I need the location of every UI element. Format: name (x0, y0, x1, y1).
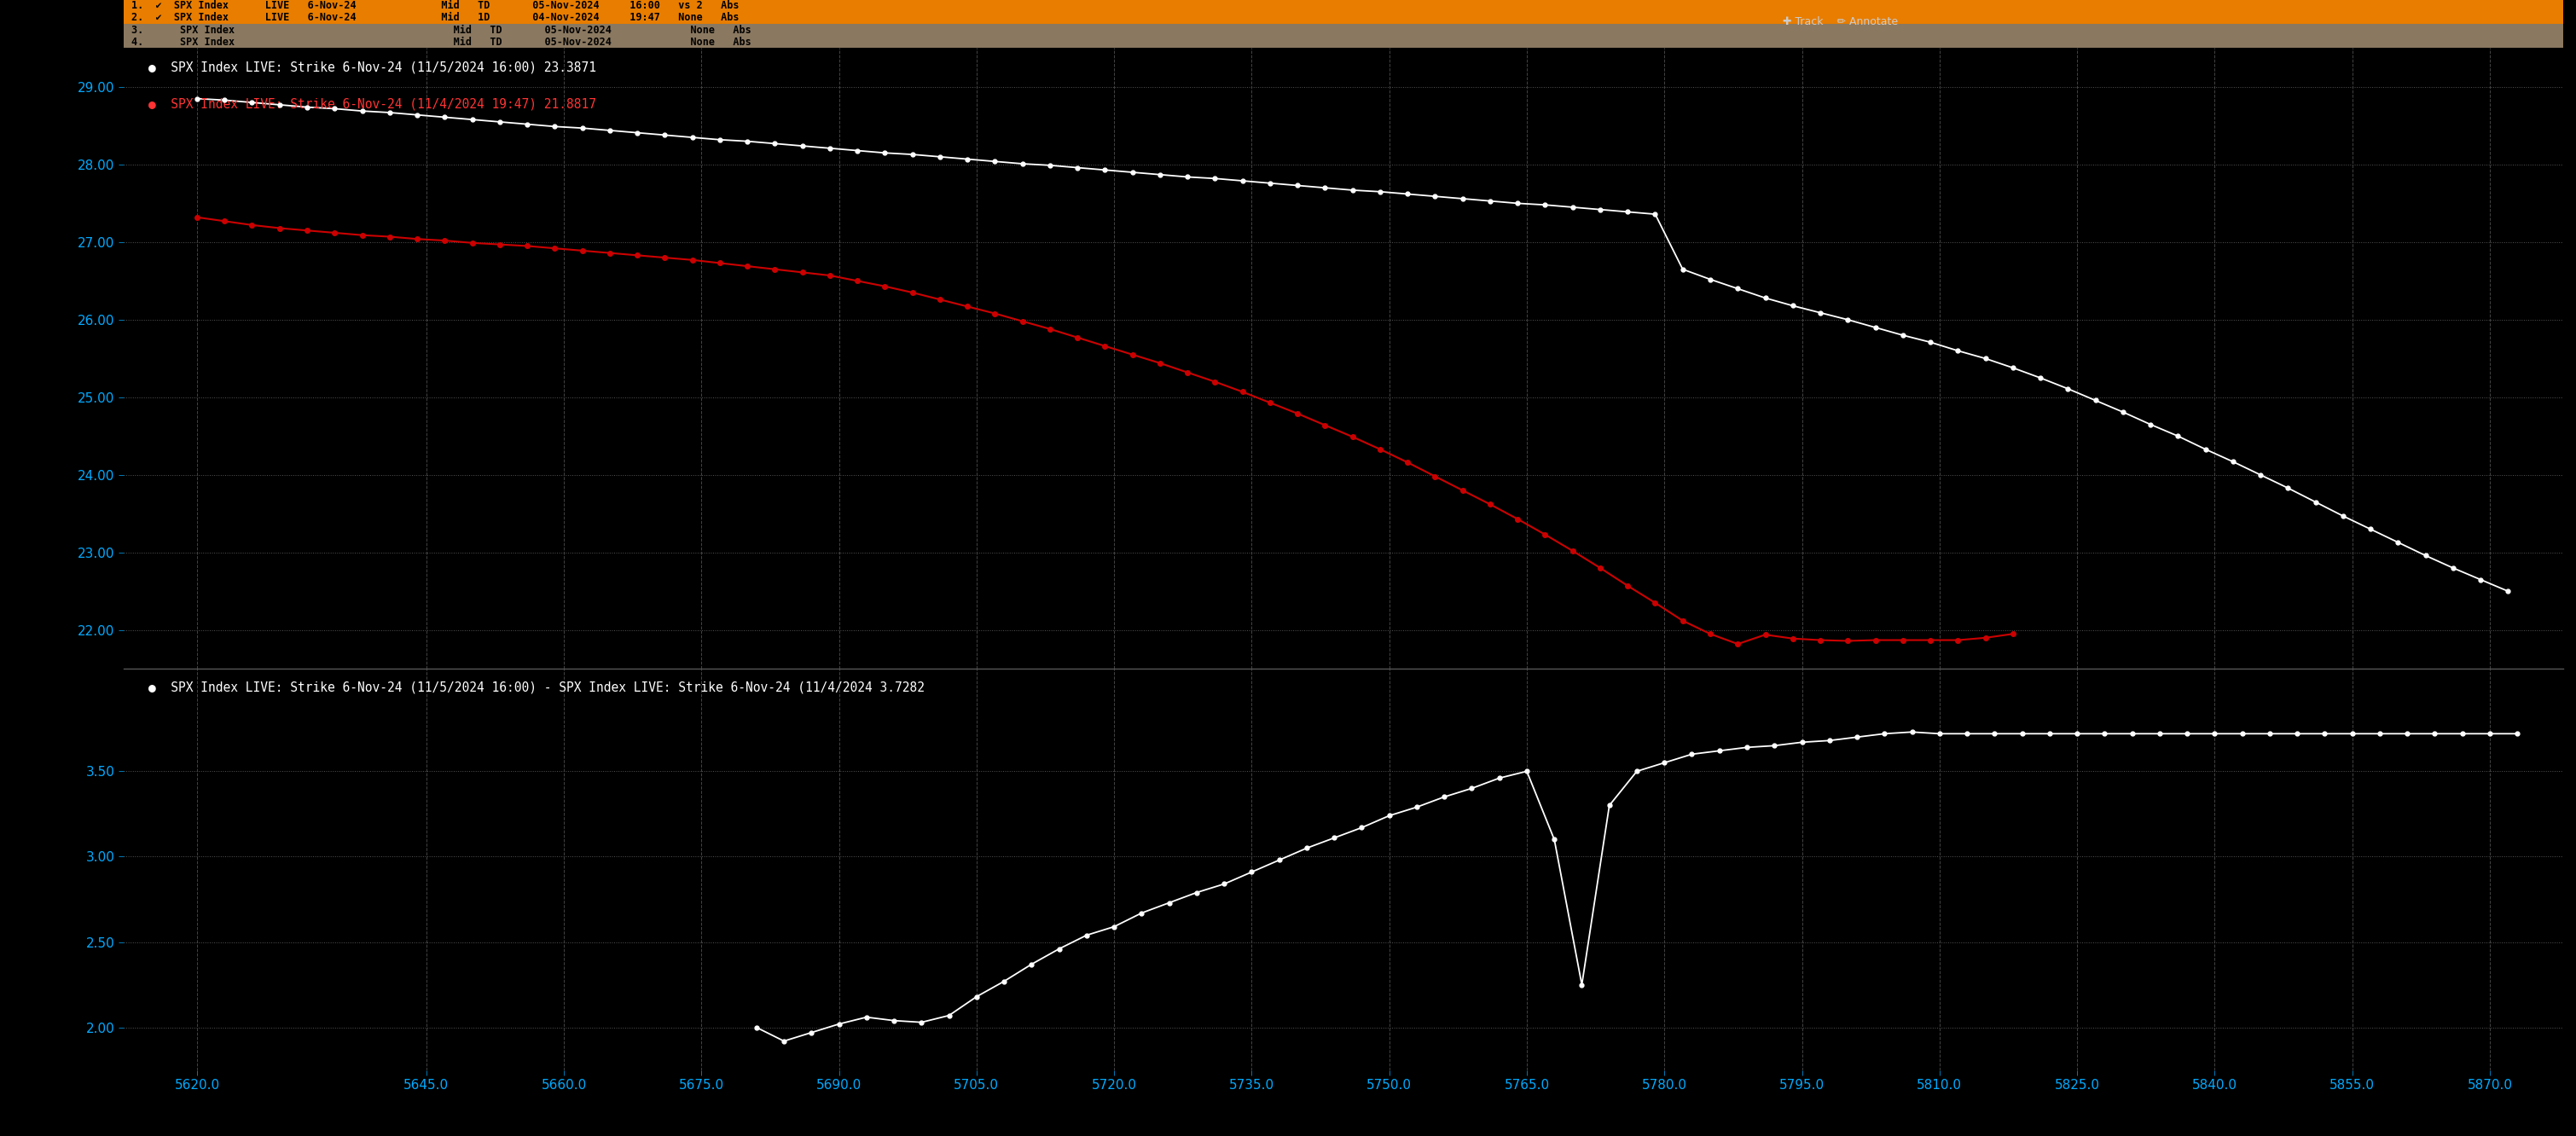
FancyBboxPatch shape (124, 0, 2563, 12)
Text: 4.      SPX Index                                    Mid   TD       05-Nov-2024 : 4. SPX Index Mid TD 05-Nov-2024 (131, 36, 750, 48)
Text: ●  SPX Index LIVE: Strike 6-Nov-24 (11/4/2024 19:47) 21.8817: ● SPX Index LIVE: Strike 6-Nov-24 (11/4/… (147, 98, 595, 110)
Text: 3.      SPX Index                                    Mid   TD       05-Nov-2024 : 3. SPX Index Mid TD 05-Nov-2024 (131, 24, 750, 35)
Text: 1.  ✔  SPX Index      LIVE   6-Nov-24              Mid   TD       05-Nov-2024   : 1. ✔ SPX Index LIVE 6-Nov-24 Mid TD 05-N… (131, 0, 739, 11)
Text: ✚ Track    ✏ Annotate: ✚ Track ✏ Annotate (1783, 16, 1899, 27)
Text: ●  SPX Index LIVE: Strike 6-Nov-24 (11/5/2024 16:00) - SPX Index LIVE: Strike 6-: ● SPX Index LIVE: Strike 6-Nov-24 (11/5/… (147, 680, 925, 694)
Text: ●  SPX Index LIVE: Strike 6-Nov-24 (11/5/2024 16:00) 23.3871: ● SPX Index LIVE: Strike 6-Nov-24 (11/5/… (147, 60, 595, 74)
FancyBboxPatch shape (124, 12, 2563, 24)
FancyBboxPatch shape (124, 24, 2563, 36)
Text: 2.  ✔  SPX Index      LIVE   6-Nov-24              Mid   1D       04-Nov-2024   : 2. ✔ SPX Index LIVE 6-Nov-24 Mid 1D 04-N… (131, 12, 739, 24)
FancyBboxPatch shape (124, 36, 2563, 48)
